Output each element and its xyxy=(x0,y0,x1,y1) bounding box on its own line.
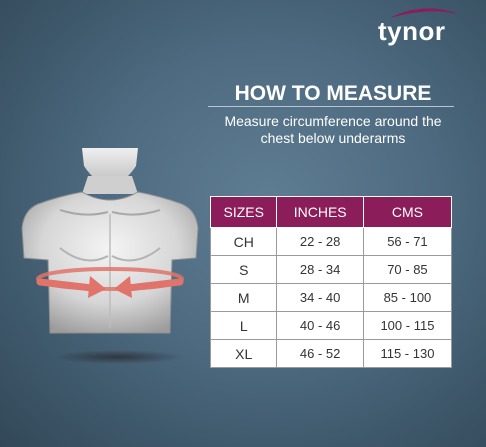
title-divider xyxy=(208,106,454,107)
table-row: CH 22 - 28 56 - 71 xyxy=(209,227,453,256)
inches-cell: 28 - 34 xyxy=(276,255,364,284)
table-row: XL 46 - 52 115 - 130 xyxy=(209,339,453,368)
torso-figure xyxy=(21,148,199,334)
cms-cell: 70 - 85 xyxy=(362,255,453,284)
size-cell: CH xyxy=(209,227,278,256)
column-header-cms: CMS xyxy=(362,196,453,228)
column-header-sizes: SIZES xyxy=(209,196,278,228)
measure-instruction: Measure circumference around the chest b… xyxy=(224,113,442,146)
table-header-row: SIZES INCHES CMS xyxy=(209,196,453,228)
cms-cell: 115 - 130 xyxy=(362,339,453,368)
figure-shadow xyxy=(52,350,184,364)
table-row: L 40 - 46 100 - 115 xyxy=(209,311,453,340)
measuring-band xyxy=(36,267,184,291)
inches-cell: 46 - 52 xyxy=(276,339,364,368)
cms-cell: 85 - 100 xyxy=(362,283,453,312)
left-arrow-icon xyxy=(36,276,106,298)
column-header-inches: INCHES xyxy=(276,196,364,228)
inches-cell: 34 - 40 xyxy=(276,283,364,312)
inches-cell: 22 - 28 xyxy=(276,227,364,256)
page-title: HOW TO MEASURE xyxy=(234,82,432,105)
inches-cell: 40 - 46 xyxy=(276,311,364,340)
cms-cell: 100 - 115 xyxy=(362,311,453,340)
logo-swoosh-icon xyxy=(390,8,458,18)
size-cell: L xyxy=(209,311,278,340)
neck-shape xyxy=(82,176,138,194)
size-chart-table: SIZES INCHES CMS CH 22 - 28 56 - 71 S 28… xyxy=(209,196,453,368)
cms-cell: 56 - 71 xyxy=(362,227,453,256)
brand-name: tynor xyxy=(378,16,446,46)
size-cell: XL xyxy=(209,339,278,368)
right-arrow-icon xyxy=(114,276,184,298)
size-cell: M xyxy=(209,283,278,312)
size-cell: S xyxy=(209,255,278,284)
brand-logo: tynor xyxy=(372,4,472,50)
table-row: M 34 - 40 85 - 100 xyxy=(209,283,453,312)
table-row: S 28 - 34 70 - 85 xyxy=(209,255,453,284)
